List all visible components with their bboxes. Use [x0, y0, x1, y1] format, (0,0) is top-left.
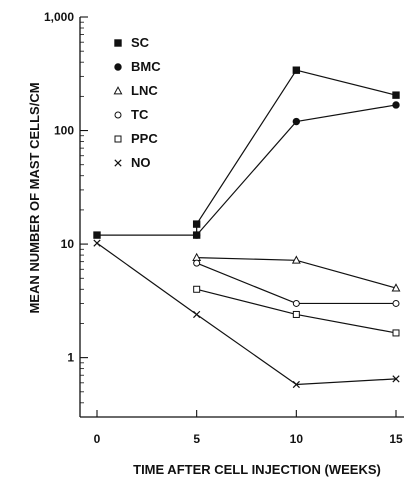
- legend-marker-no-stroke-b: [114, 159, 122, 167]
- point-no-1: [193, 310, 201, 319]
- point-ppc-1: [292, 310, 300, 318]
- legend-marker-bmc: [114, 63, 122, 71]
- point-no-3: [392, 375, 400, 383]
- x-axis-label: TIME AFTER CELL INJECTION (WEEKS): [133, 462, 381, 477]
- y-tick-label-2: 100: [54, 124, 74, 138]
- x-tick-label-2: 10: [290, 432, 304, 446]
- legend-label-ppc: PPC: [131, 131, 158, 146]
- point-no-1-stroke-b: [193, 310, 201, 319]
- series-ppc: [193, 285, 400, 337]
- x-tick-label-1: 5: [193, 432, 200, 446]
- legend-marker-tc: [114, 111, 122, 119]
- legend-label-tc: TC: [131, 107, 149, 122]
- point-sc-2: [192, 220, 201, 228]
- legend-label-sc: SC: [131, 35, 150, 50]
- legend-label-bmc: BMC: [131, 59, 161, 74]
- series-layer: [93, 66, 401, 389]
- legend-marker-sc: [114, 39, 122, 47]
- point-no-3-stroke-b: [392, 375, 400, 383]
- point-ppc-0: [193, 285, 201, 293]
- point-tc-1: [292, 299, 300, 307]
- y-tick-label-0: 1: [67, 351, 74, 365]
- legend-marker-ppc: [114, 135, 122, 143]
- x-tick-label-0: 0: [94, 432, 101, 446]
- point-no-2: [292, 380, 300, 389]
- legend: SC BMC LNC TC PPC NO: [113, 35, 161, 170]
- point-lnc-2: [391, 283, 401, 292]
- y-tick-label-1: 10: [61, 237, 75, 251]
- point-tc-2: [392, 299, 400, 307]
- point-bmc-1: [292, 117, 301, 126]
- series-no: [93, 239, 400, 389]
- legend-label-lnc: LNC: [131, 83, 158, 98]
- axes: 0 5 10 15 1 10 100 1,000: [44, 10, 404, 446]
- series-bmc: [192, 101, 400, 239]
- y-tick-label-3: 1,000: [44, 10, 74, 24]
- legend-marker-lnc: [113, 86, 123, 95]
- series-tc: [193, 259, 400, 307]
- point-sc-3: [292, 66, 301, 74]
- point-bmc-0: [192, 231, 201, 239]
- point-ppc-2: [392, 329, 400, 337]
- point-lnc-1: [291, 255, 301, 264]
- point-bmc-2: [392, 101, 400, 109]
- y-axis-label: MEAN NUMBER OF MAST CELLS/CM: [27, 82, 42, 313]
- point-sc-4: [392, 91, 400, 99]
- point-tc-0: [193, 259, 201, 267]
- legend-label-no: NO: [131, 155, 151, 170]
- x-tick-label-3: 15: [389, 432, 403, 446]
- point-sc-0: [93, 231, 101, 239]
- series-line-no: [96, 242, 397, 386]
- series-lnc: [192, 252, 401, 292]
- point-no-2-stroke-b: [292, 380, 300, 389]
- legend-marker-no: [114, 159, 122, 167]
- point-no-0-stroke-b: [93, 239, 101, 247]
- point-no-0: [93, 239, 101, 247]
